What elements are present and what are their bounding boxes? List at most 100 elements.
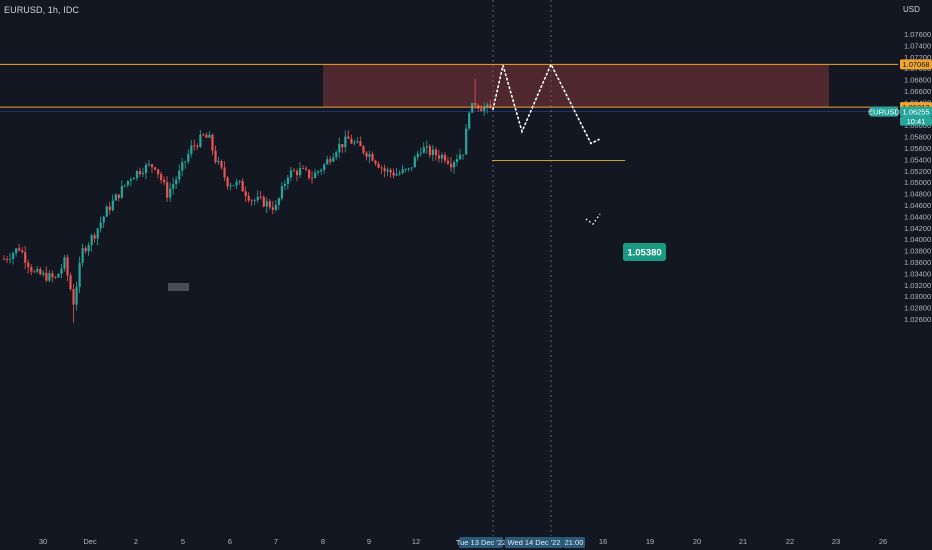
candle-body <box>57 273 60 278</box>
candle-body <box>437 155 441 159</box>
price-axis[interactable] <box>898 0 932 550</box>
candle-body <box>154 167 157 170</box>
candle-body <box>422 147 425 153</box>
price-tag-upper[interactable]: 1.07068 <box>900 59 932 70</box>
candle-body <box>30 267 33 272</box>
candle-body <box>144 164 148 173</box>
candle-body <box>187 153 190 162</box>
time-highlight-end-text: Wed 14 Dec '22 <box>508 538 561 547</box>
candle-body <box>220 160 223 168</box>
candle-body <box>90 235 93 245</box>
time-tick-label: 22 <box>786 537 794 546</box>
candle-body <box>172 184 175 189</box>
price-tick-label: 1.06000 <box>904 121 931 130</box>
candle-body <box>21 250 24 253</box>
candle-body <box>9 258 12 260</box>
candle-body <box>404 169 407 170</box>
candle-body <box>380 167 383 169</box>
candle-body <box>18 248 21 251</box>
time-highlight-start[interactable]: Tue 13 Dec '22 <box>456 537 506 548</box>
candle-body <box>247 195 250 201</box>
candle-body <box>395 174 398 176</box>
candle-body <box>292 170 296 172</box>
candle-body <box>157 169 160 175</box>
gray-marker <box>168 283 189 291</box>
candle-body <box>253 200 256 201</box>
candle-body <box>317 171 320 173</box>
time-highlight-end[interactable]: Wed 14 Dec '22 <box>505 537 563 548</box>
candle-body <box>81 248 84 263</box>
candle-body <box>314 172 317 179</box>
time-highlight-start-text: Tue 13 Dec '22 <box>456 538 506 547</box>
price-tick-label: 1.05200 <box>904 167 931 176</box>
candle-body <box>193 145 196 147</box>
candle-body <box>33 271 36 273</box>
candle-body <box>350 138 353 144</box>
symbol-tag[interactable]: EURUSD <box>868 106 900 117</box>
candle-body <box>75 287 78 305</box>
candle-body <box>196 145 199 147</box>
candle-body <box>311 177 314 179</box>
candle-body <box>443 154 447 161</box>
price-tick-label: 1.06600 <box>904 87 931 96</box>
time-highlight-hour[interactable]: 21:00 <box>563 537 585 548</box>
candle-body <box>268 201 271 208</box>
candle-body <box>483 107 486 112</box>
candle-body <box>217 160 220 163</box>
current-price-tag[interactable]: 1.06255 <box>900 106 932 117</box>
current-price-tag-text: 1.06255 <box>902 107 929 116</box>
candle-body <box>126 180 130 186</box>
projection-path[interactable] <box>492 62 600 145</box>
entry-price-label[interactable]: 1.05380 <box>623 243 666 261</box>
candle-body <box>410 167 413 169</box>
candle-body <box>169 188 172 198</box>
candle-body <box>238 180 241 182</box>
candle-body <box>129 179 133 181</box>
candle-body <box>446 160 450 164</box>
candle-body <box>356 141 359 143</box>
time-tick-label: 5 <box>181 537 185 546</box>
price-tick-label: 1.03200 <box>904 281 931 290</box>
candle-body <box>69 275 72 290</box>
time-tick-label: 12 <box>412 537 420 546</box>
candle-body <box>295 171 299 176</box>
candle-body <box>280 186 284 199</box>
price-tick-label: 1.04600 <box>904 201 931 210</box>
candle-body <box>256 196 259 201</box>
symbol-tag-text: EURUSD <box>868 107 900 116</box>
countdown-tag[interactable]: 10:41 <box>900 116 932 126</box>
candle-body <box>51 273 54 278</box>
candle-body <box>353 142 356 144</box>
price-tick-label: 1.04200 <box>904 224 931 233</box>
candle-body <box>60 268 63 274</box>
candle-body <box>298 168 302 176</box>
candle-body <box>489 104 492 109</box>
candle-body <box>72 289 75 305</box>
candle-body <box>175 179 178 185</box>
time-tick-label: 21 <box>739 537 747 546</box>
price-tick-label: 1.06800 <box>904 76 931 85</box>
candle-body <box>27 262 30 268</box>
symbol-label[interactable]: EURUSD, 1h, IDC <box>4 5 80 15</box>
candle-body <box>452 161 456 168</box>
time-tick-label: 16 <box>599 537 607 546</box>
candle-body <box>211 134 214 151</box>
candle-body <box>141 172 145 175</box>
price-tag-upper-bg <box>900 59 932 70</box>
time-highlight-hour-text: 21:00 <box>565 538 584 547</box>
candle-body <box>416 153 419 158</box>
candle-body <box>440 154 444 159</box>
candle-body <box>480 108 483 112</box>
candle-body <box>332 157 335 162</box>
candle-body <box>456 159 459 162</box>
candle-body <box>259 196 262 198</box>
candle-body <box>486 104 489 108</box>
candle-body <box>465 128 468 155</box>
price-tick-label: 1.02600 <box>904 315 931 324</box>
candle-body <box>229 185 232 187</box>
candle-body <box>208 134 211 138</box>
time-tick-label: 19 <box>646 537 654 546</box>
supply-zone[interactable] <box>323 64 829 108</box>
candle-body <box>262 196 265 207</box>
